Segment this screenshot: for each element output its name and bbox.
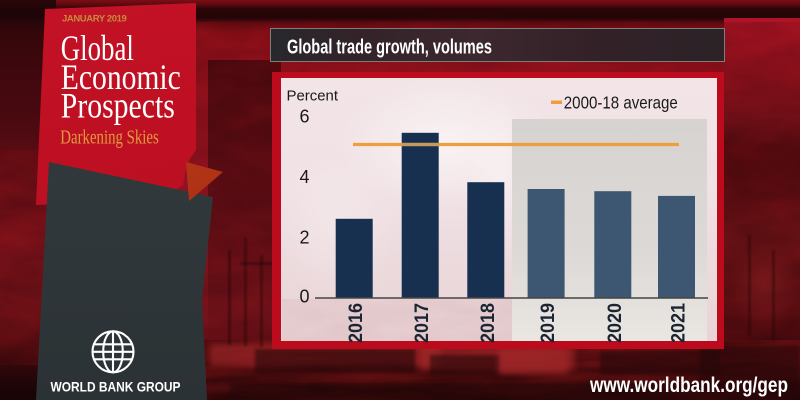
svg-text:Global: Global [61, 28, 134, 68]
svg-text:Prospects: Prospects [61, 86, 175, 126]
svg-text:2017: 2017 [412, 303, 433, 343]
svg-text:Global trade growth, volumes: Global trade growth, volumes [287, 37, 492, 59]
svg-text:JANUARY 2019: JANUARY 2019 [62, 14, 128, 25]
svg-text:2018: 2018 [478, 303, 499, 343]
svg-text:2020: 2020 [605, 303, 626, 343]
svg-text:2016: 2016 [346, 303, 367, 343]
svg-text:Percent: Percent [287, 88, 339, 105]
svg-text:0: 0 [299, 287, 309, 307]
svg-text:2021: 2021 [668, 303, 689, 343]
svg-text:Economic: Economic [61, 57, 181, 97]
svg-text:WORLD BANK GROUP: WORLD BANK GROUP [51, 379, 181, 395]
svg-text:2: 2 [299, 228, 309, 248]
svg-text:6: 6 [299, 107, 309, 127]
svg-text:4: 4 [299, 167, 309, 187]
svg-text:Darkening Skies: Darkening Skies [60, 126, 159, 148]
svg-text:www.worldbank.org/gep: www.worldbank.org/gep [589, 374, 788, 397]
svg-text:2019: 2019 [538, 303, 559, 343]
svg-text:2000-18 average: 2000-18 average [564, 93, 678, 113]
